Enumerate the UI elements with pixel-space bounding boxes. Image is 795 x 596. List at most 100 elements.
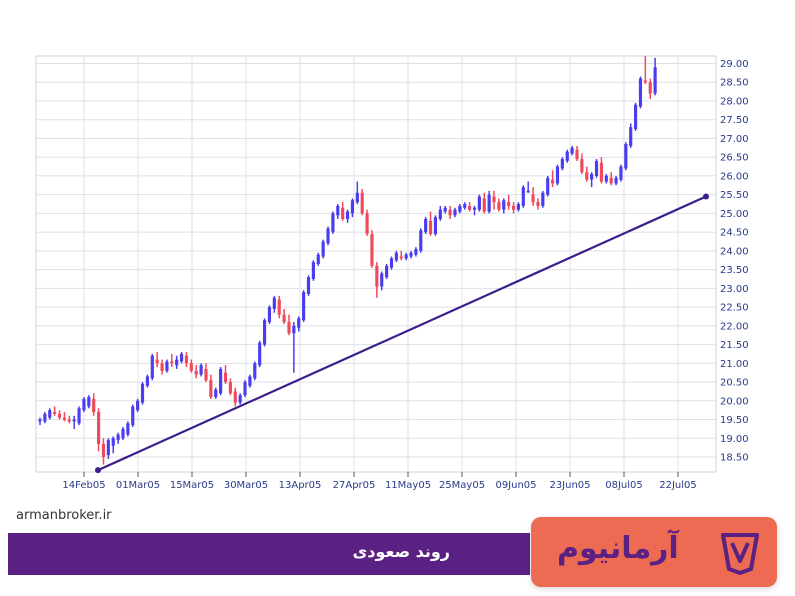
candle-body <box>277 299 281 315</box>
candle-body <box>653 67 657 94</box>
candle-body <box>121 428 125 439</box>
footer-band: روند صعودی <box>8 533 530 575</box>
candle-body <box>448 209 452 216</box>
candle-body <box>555 166 560 184</box>
candle-body <box>507 202 511 206</box>
candle-body <box>370 234 374 266</box>
candle-body <box>57 413 62 418</box>
candle-body <box>160 363 164 371</box>
candle-body <box>492 196 496 203</box>
trendline-end-point <box>703 193 709 200</box>
candle-body <box>38 419 42 422</box>
candle-body <box>238 395 242 403</box>
candle-body <box>643 80 647 83</box>
candle-body <box>77 408 81 424</box>
y-tick-label: 21.00 <box>720 359 749 370</box>
candles <box>38 56 657 465</box>
y-tick-label: 27.50 <box>720 115 749 126</box>
candle-body <box>360 192 364 214</box>
website-label: armanbroker.ir <box>16 508 112 523</box>
candle-body <box>316 254 320 264</box>
y-tick-label: 25.50 <box>720 190 749 201</box>
candle-body <box>43 413 47 422</box>
candle-body <box>155 359 159 364</box>
candle-body <box>194 370 198 375</box>
candle-body <box>350 200 355 214</box>
candle-body <box>453 209 457 216</box>
candle-body <box>219 368 223 394</box>
candle-body <box>487 194 491 212</box>
candle-body <box>175 359 179 366</box>
y-tick-label: 20.50 <box>720 378 749 389</box>
candle-body <box>48 410 52 418</box>
candle-body <box>189 363 193 371</box>
x-tick-label: 23Jun05 <box>549 480 590 491</box>
candle-body <box>521 187 525 206</box>
candle-body <box>248 376 252 386</box>
candle-body <box>375 265 379 287</box>
candle-body <box>389 258 394 268</box>
x-tick-label: 13Apr05 <box>279 480 322 491</box>
candle-body <box>72 419 76 422</box>
y-tick-label: 27.00 <box>720 134 749 145</box>
footer-title: روند صعودی <box>352 542 450 561</box>
candle-body <box>531 194 535 203</box>
candle-body <box>638 78 643 107</box>
x-tick-label: 08Jul05 <box>605 480 643 491</box>
x-axis: 14Feb05 01Mar05 15Mar05 30Mar05 13Apr05 27Apr… <box>62 472 697 491</box>
candle-body <box>433 217 438 235</box>
candle-body <box>414 249 418 255</box>
candle-body <box>140 383 145 403</box>
candle-body <box>468 205 472 210</box>
candle-body <box>106 440 110 456</box>
candle-body <box>575 149 579 160</box>
candle-body <box>62 417 66 420</box>
candle-body <box>223 372 228 383</box>
candle-body <box>594 160 599 176</box>
candle-body <box>292 325 296 334</box>
x-tick-label: 22Jul05 <box>659 480 697 491</box>
candle-body <box>365 213 369 235</box>
candle-body <box>165 361 169 371</box>
candle-body <box>404 254 408 259</box>
candle-body <box>565 151 569 161</box>
candle-body <box>150 355 154 379</box>
candle-body <box>526 190 530 193</box>
y-tick-label: 28.00 <box>720 96 749 107</box>
candle-body <box>111 438 115 446</box>
candle-body <box>385 265 389 278</box>
candle-body <box>126 423 130 435</box>
candle-body <box>87 397 91 407</box>
y-tick-label: 28.50 <box>720 78 749 89</box>
candle-body <box>599 162 604 182</box>
candle-body <box>282 314 286 323</box>
candle-body <box>272 297 276 309</box>
candle-body <box>67 419 71 422</box>
y-tick-label: 24.00 <box>720 246 749 257</box>
x-tick-label: 25May05 <box>439 480 485 491</box>
candle-body <box>438 209 442 220</box>
candle-body <box>199 365 203 375</box>
candle-body <box>179 353 184 362</box>
candle-body <box>580 159 584 173</box>
candle-body <box>609 177 613 184</box>
x-tick-label: 11May05 <box>385 480 431 491</box>
candle-body <box>482 198 486 212</box>
trendline-start-point <box>95 467 101 474</box>
candle-body <box>458 205 462 212</box>
y-tick-label: 18.50 <box>720 453 749 464</box>
candle-body <box>570 147 574 154</box>
x-tick-label: 15Mar05 <box>170 480 214 491</box>
candle-body <box>604 175 608 182</box>
candle-body <box>619 166 623 180</box>
candle-body <box>648 82 652 94</box>
x-tick-label: 30Mar05 <box>224 480 268 491</box>
candle-body <box>511 205 516 210</box>
candle-body <box>136 400 140 411</box>
candle-body <box>336 205 340 216</box>
candle-body <box>267 307 272 323</box>
brand-name: آرمانیوم <box>557 531 679 566</box>
candle-body <box>209 380 213 398</box>
candle-body <box>145 376 149 386</box>
candle-body <box>536 202 540 206</box>
